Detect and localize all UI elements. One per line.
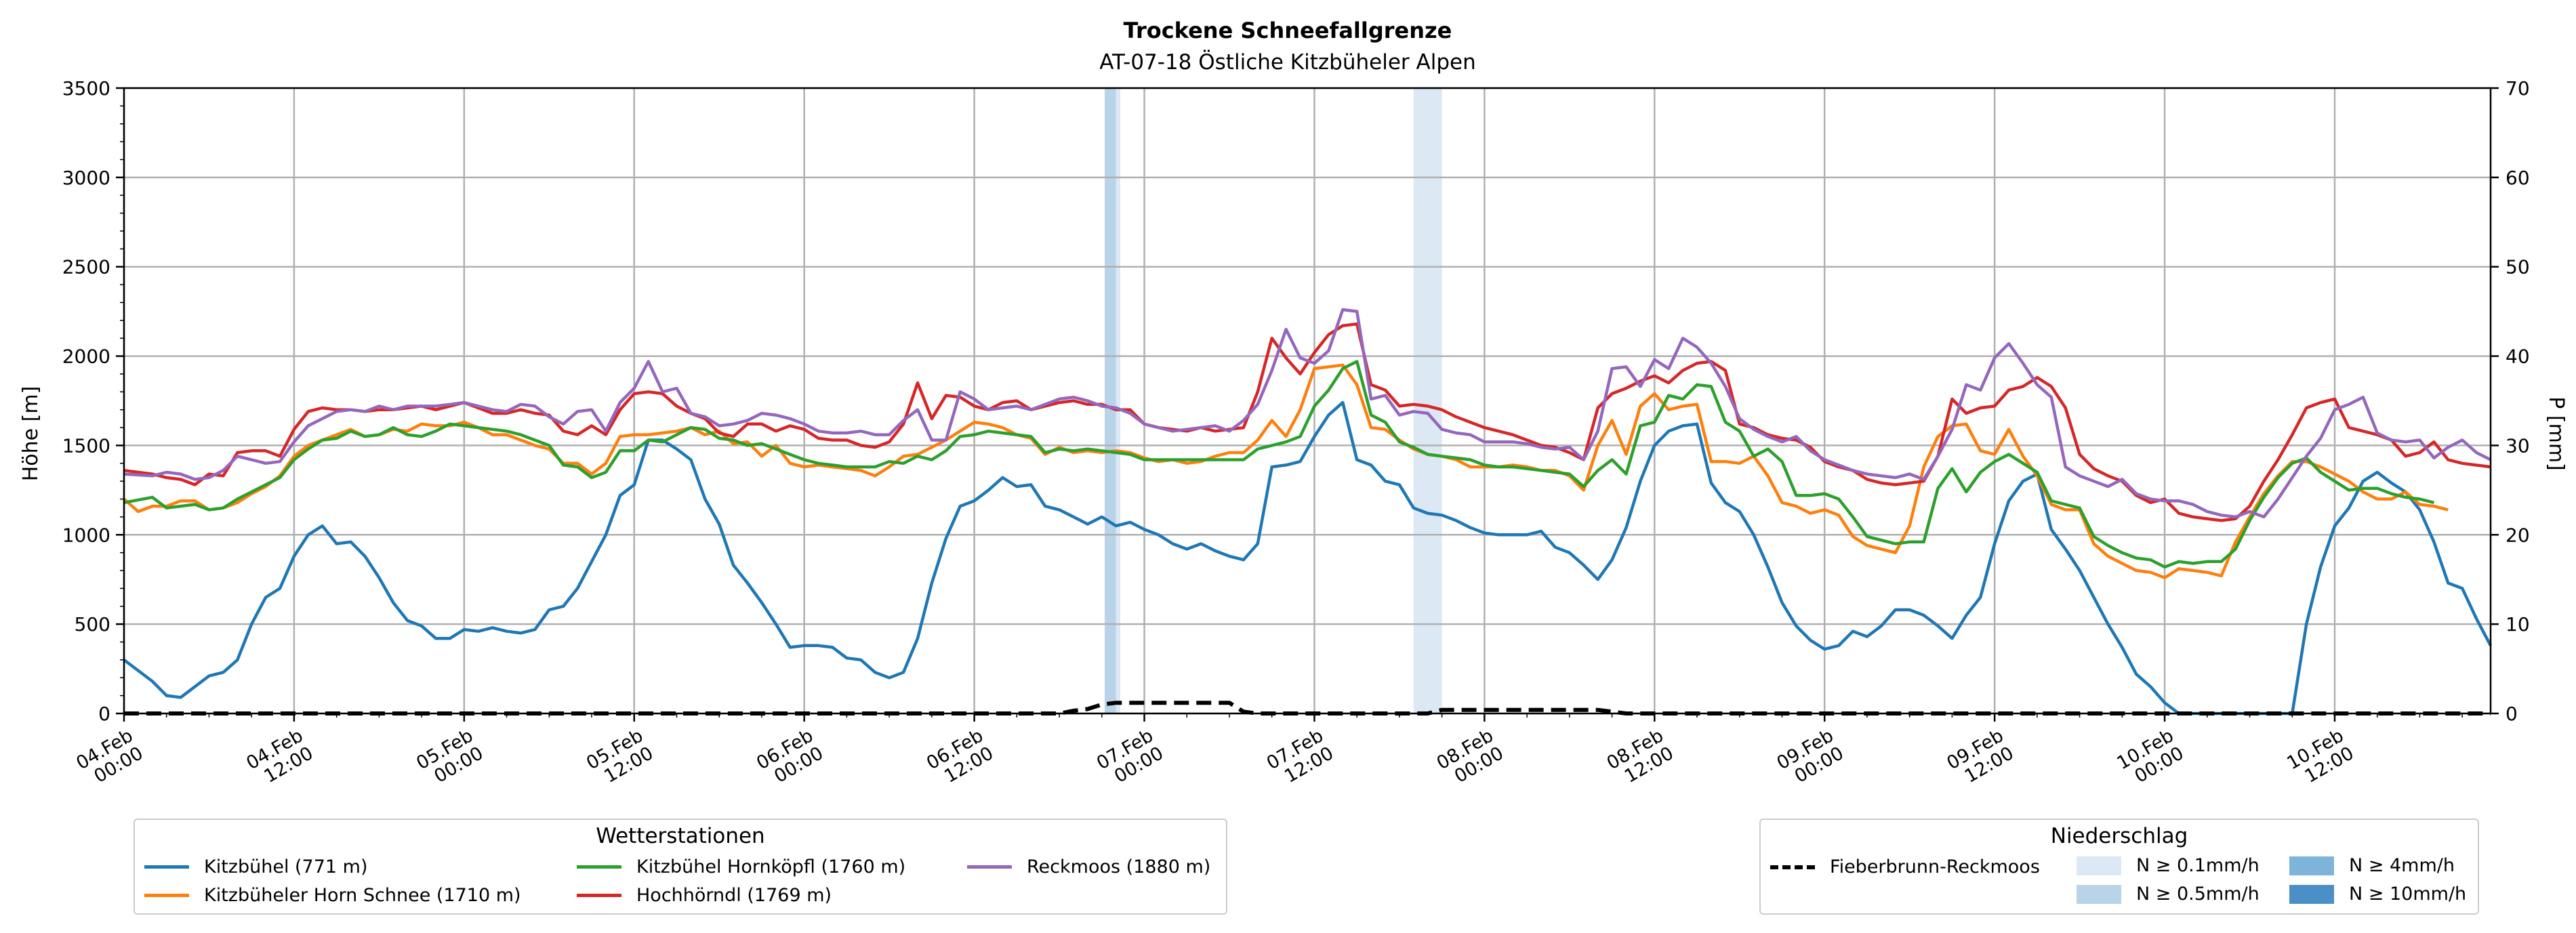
- axes: 0 500 1000 1500 2000 2500 3000 3500 0 10 20 30 40 50 6…: [62, 77, 2530, 791]
- legend-label: N ≥ 0.5mm/h: [2136, 884, 2260, 905]
- y2-axis-label: P [mm]: [2544, 396, 2568, 470]
- legend-swatch-box: [2077, 884, 2121, 904]
- x-tick-label: 05.Feb12:00: [583, 725, 657, 791]
- legend-label: Kitzbüheler Horn Schnee (1710 m): [204, 885, 521, 906]
- legend-swatch-box: [2077, 856, 2121, 875]
- legend-swatch: [144, 865, 189, 869]
- y2-tick-label: 70: [2506, 77, 2530, 100]
- precip-line-path: [124, 701, 2491, 716]
- plot-frame: [123, 87, 2492, 715]
- y-tick-label: 1000: [62, 524, 110, 546]
- x-tick-label: 08.Feb00:00: [1433, 725, 1507, 791]
- y2-tick-label: 30: [2506, 434, 2530, 457]
- x-tick-label: 08.Feb12:00: [1603, 725, 1677, 791]
- legend-label: Kitzbühel (771 m): [204, 856, 368, 877]
- stations-legend: Wetterstationen Kitzbühel (771 m) Kitzbü…: [134, 818, 1227, 915]
- series-line: [123, 308, 2492, 519]
- precip-legend-title: Niederschlag: [2050, 824, 2188, 848]
- y-axis-label: Höhe [m]: [19, 386, 43, 482]
- legend-item-n05: N ≥ 0.5mm/h: [2077, 884, 2260, 905]
- y-tick-label: 3500: [62, 77, 110, 100]
- legend-label: Reckmoos (1880 m): [1027, 856, 1211, 877]
- precip-band: [1413, 88, 1442, 713]
- y2-tick-label: 10: [2506, 613, 2530, 636]
- legend-item-reckmoos: Reckmoos (1880 m): [967, 856, 1210, 877]
- y-tick-label: 1500: [62, 434, 110, 457]
- chart-subtitle: AT-07-18 Östliche Kitzbüheler Alpen: [1099, 49, 1475, 75]
- legend-label: N ≥ 10mm/h: [2349, 884, 2467, 905]
- legend-swatch-dashed: [1770, 865, 1815, 869]
- x-tick-label: 04.Feb12:00: [243, 725, 316, 791]
- precip-legend: Niederschlag Fieberbrunn-Reckmoos N ≥ 0.…: [1759, 818, 2479, 915]
- x-tick-label: 06.Feb12:00: [923, 725, 997, 791]
- y-tick-label: 2500: [62, 256, 110, 278]
- series-line: [123, 322, 2491, 522]
- chart-title: Trockene Schneefallgrenze: [1124, 18, 1452, 43]
- x-tick-label: 07.Feb00:00: [1093, 725, 1167, 791]
- legend-item-n10: N ≥ 10mm/h: [2289, 884, 2466, 905]
- legend-swatch: [577, 894, 621, 897]
- legend-item-hochhoerndl: Hochhörndl (1769 m): [577, 885, 832, 906]
- series-lines: [123, 308, 2492, 716]
- legend-item-hornkoepfl: Kitzbühel Hornköpfl (1760 m): [577, 856, 905, 877]
- stations-legend-title: Wetterstationen: [596, 824, 765, 848]
- y-tick-label: 2000: [62, 346, 110, 368]
- y2-tick-label: 0: [2506, 703, 2518, 725]
- series-line: [123, 400, 2492, 716]
- y-tick-label: 3000: [62, 167, 110, 189]
- x-tick-label: 09.Feb00:00: [1774, 725, 1847, 791]
- x-tick-label: 10.Feb12:00: [2283, 725, 2357, 791]
- y2-tick-label: 60: [2506, 167, 2530, 189]
- precip-band: [1116, 88, 1120, 713]
- legend-item-kitzbuehel: Kitzbühel (771 m): [144, 856, 368, 877]
- y2-tick-label: 40: [2506, 346, 2530, 368]
- grid: [123, 87, 2491, 715]
- precip-bands: [1104, 88, 1442, 713]
- x-tick-label: 06.Feb00:00: [753, 725, 827, 791]
- legend-item-n01: N ≥ 0.1mm/h: [2077, 855, 2260, 876]
- legend-item-fieberbrunn: Fieberbrunn-Reckmoos: [1770, 856, 2040, 877]
- x-tick-label: 07.Feb12:00: [1263, 725, 1337, 791]
- legend-label: Kitzbühel Hornköpfl (1760 m): [636, 856, 906, 877]
- precip-line: [124, 701, 2491, 716]
- legend-swatch: [967, 865, 1012, 869]
- legend-swatch-box: [2289, 856, 2334, 875]
- legend-swatch: [144, 894, 189, 897]
- precip-band: [1104, 88, 1116, 713]
- legend-label: N ≥ 0.1mm/h: [2136, 855, 2260, 876]
- y-tick-label: 500: [75, 613, 110, 636]
- y-tick-label: 0: [98, 703, 110, 725]
- y2-tick-label: 50: [2506, 256, 2530, 278]
- legend-item-kitzbueheler-horn: Kitzbüheler Horn Schnee (1710 m): [144, 885, 521, 906]
- y2-tick-label: 20: [2506, 524, 2530, 546]
- legend-item-n4: N ≥ 4mm/h: [2289, 855, 2455, 876]
- legend-label: N ≥ 4mm/h: [2349, 855, 2455, 876]
- series-line: [123, 363, 2449, 579]
- legend-label: Fieberbrunn-Reckmoos: [1830, 856, 2040, 877]
- series-line: [123, 360, 2434, 569]
- x-tick-label: 04.Feb00:00: [73, 725, 146, 791]
- legend-label: Hochhörndl (1769 m): [636, 885, 832, 906]
- x-tick-label: 05.Feb00:00: [413, 725, 487, 791]
- legend-swatch: [577, 865, 621, 869]
- x-tick-label: 09.Feb12:00: [1944, 725, 2018, 791]
- x-tick-label: 10.Feb00:00: [2113, 725, 2187, 791]
- legend-swatch-box: [2289, 884, 2334, 904]
